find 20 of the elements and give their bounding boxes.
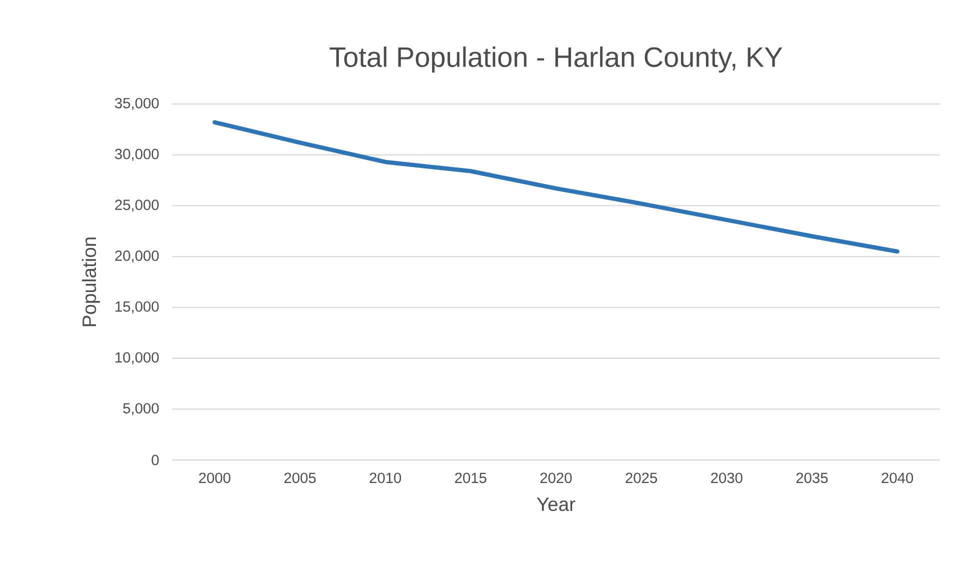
y-tick-label: 25,000 [115,200,159,212]
x-tick-label: 2005 [284,472,316,484]
x-tick-label: 2025 [626,472,658,484]
y-tick-label: 10,000 [116,352,159,364]
y-tick-label: 0 [152,454,159,466]
x-tick-label: 2000 [199,472,230,484]
x-tick-label: 2035 [796,472,828,484]
y-tick-label: 20,000 [115,250,159,263]
y-axis-title: Population [82,238,100,326]
x-tick-label: 2020 [540,472,572,484]
x-tick-label: 2030 [711,472,742,484]
y-tick-label: 35,000 [115,98,159,110]
y-tick-label: 5,000 [123,403,159,416]
x-tick-label: 2040 [882,472,914,484]
x-tick-label: 2015 [455,472,486,484]
x-tick-label: 2010 [370,472,402,484]
chart-title: Total Population - Harlan County, KY [330,46,782,73]
y-tick-label: 15,000 [116,301,159,314]
x-axis-title: Year [536,498,576,512]
y-tick-label: 30,000 [115,148,159,161]
